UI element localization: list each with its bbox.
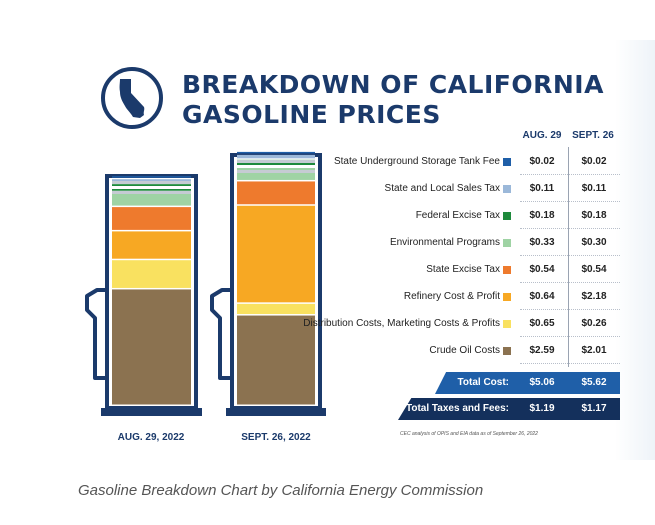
value-sept: $0.02 <box>581 156 607 167</box>
segment-state-underground-storage-tank-fee <box>237 151 315 154</box>
row-label: State and Local Sales Tax <box>384 183 500 194</box>
pump-top-stripe <box>112 186 191 189</box>
segment-refinery-cost-profit <box>237 205 315 303</box>
row-label: Crude Oil Costs <box>429 345 500 356</box>
legend-swatch <box>503 239 511 247</box>
pump-base <box>101 408 202 416</box>
row-label: State Underground Storage Tank Fee <box>333 156 500 167</box>
segment-state-underground-storage-tank-fee <box>112 176 191 178</box>
total-cost-band <box>435 372 620 394</box>
value-aug: $0.11 <box>529 183 555 194</box>
column-header-aug: AUG. 29 <box>522 130 562 141</box>
segment-refinery-cost-profit <box>112 231 191 259</box>
pump-top-stripe <box>237 165 315 168</box>
row-divider <box>520 174 620 175</box>
total-value: $1.17 <box>581 403 607 414</box>
row-label: Environmental Programs <box>389 237 500 248</box>
pump-top-stripe <box>237 160 315 163</box>
total-taxes-band <box>398 398 620 420</box>
value-aug: $2.59 <box>529 345 555 356</box>
value-sept: $0.26 <box>581 318 607 329</box>
row-label: Federal Excise Tax <box>415 210 500 221</box>
value-sept: $0.54 <box>581 264 607 275</box>
image-caption: Gasoline Breakdown Chart by California E… <box>78 482 484 499</box>
segment-state-and-local-sales-tax <box>237 154 315 159</box>
segment-crude-oil-costs <box>237 315 315 405</box>
total-value: $5.62 <box>581 377 607 388</box>
value-sept: $0.18 <box>581 210 607 221</box>
row-divider <box>520 201 620 202</box>
row-divider <box>520 309 620 310</box>
value-aug: $0.02 <box>529 156 555 167</box>
title-line-2: GASOLINE PRICES <box>182 100 441 129</box>
total-label: Total Cost: <box>457 377 509 388</box>
legend-swatch <box>503 185 511 193</box>
pump-top-stripe <box>112 181 191 184</box>
segment-state-excise-tax <box>237 181 315 205</box>
segment-distribution-costs-marketing-costs-profits <box>237 303 315 315</box>
value-sept: $0.30 <box>581 237 607 248</box>
value-sept: $0.11 <box>581 183 607 194</box>
total-label: Total Taxes and Fees: <box>406 403 509 414</box>
legend-swatch <box>503 347 511 355</box>
row-divider <box>520 228 620 229</box>
segment-distribution-costs-marketing-costs-profits <box>112 260 191 288</box>
segment-state-excise-tax <box>112 207 191 230</box>
value-aug: $0.64 <box>529 291 555 302</box>
legend-swatch <box>503 293 511 301</box>
pump-base <box>226 408 326 416</box>
value-aug: $0.65 <box>529 318 555 329</box>
segment-environmental-programs <box>112 192 191 206</box>
pump-top-stripe <box>112 191 191 194</box>
row-divider <box>520 255 620 256</box>
value-aug: $0.33 <box>529 237 555 248</box>
title-line-1: BREAKDOWN OF CALIFORNIA <box>182 70 604 99</box>
row-divider <box>520 282 620 283</box>
segment-crude-oil-costs <box>112 289 191 405</box>
value-sept: $2.18 <box>581 291 607 302</box>
segment-state-and-local-sales-tax <box>112 179 191 183</box>
pump-label-sept: SEPT. 26, 2022 <box>241 432 311 443</box>
pump-top-stripe <box>237 170 315 173</box>
value-aug: $0.18 <box>529 210 555 221</box>
row-label: State Excise Tax <box>426 264 500 275</box>
page-title: BREAKDOWN OF CALIFORNIA GASOLINE PRICES <box>182 70 604 130</box>
value-aug: $0.54 <box>529 264 555 275</box>
row-label: Refinery Cost & Profit <box>403 291 500 302</box>
total-value: $5.06 <box>529 377 555 388</box>
segment-environmental-programs <box>237 167 315 180</box>
row-divider <box>520 363 620 364</box>
pump-hose <box>85 288 105 380</box>
total-value: $1.19 <box>529 403 555 414</box>
row-label: Distribution Costs, Marketing Costs & Pr… <box>303 318 500 329</box>
pump-hose <box>210 288 230 380</box>
legend-swatch <box>503 266 511 274</box>
legend-swatch <box>503 158 511 166</box>
edge-fade <box>615 40 655 460</box>
column-header-sept: SEPT. 26 <box>572 130 614 141</box>
source-note: CEC analysis of OPIS and EIA data as of … <box>400 431 538 437</box>
california-state-outline-icon <box>101 67 163 129</box>
value-sept: $2.01 <box>581 345 607 356</box>
row-divider <box>520 336 620 337</box>
legend-swatch <box>503 320 511 328</box>
segment-federal-excise-tax <box>237 159 315 167</box>
pump-label-aug: AUG. 29, 2022 <box>118 432 185 443</box>
column-divider <box>568 147 569 367</box>
legend-swatch <box>503 212 511 220</box>
